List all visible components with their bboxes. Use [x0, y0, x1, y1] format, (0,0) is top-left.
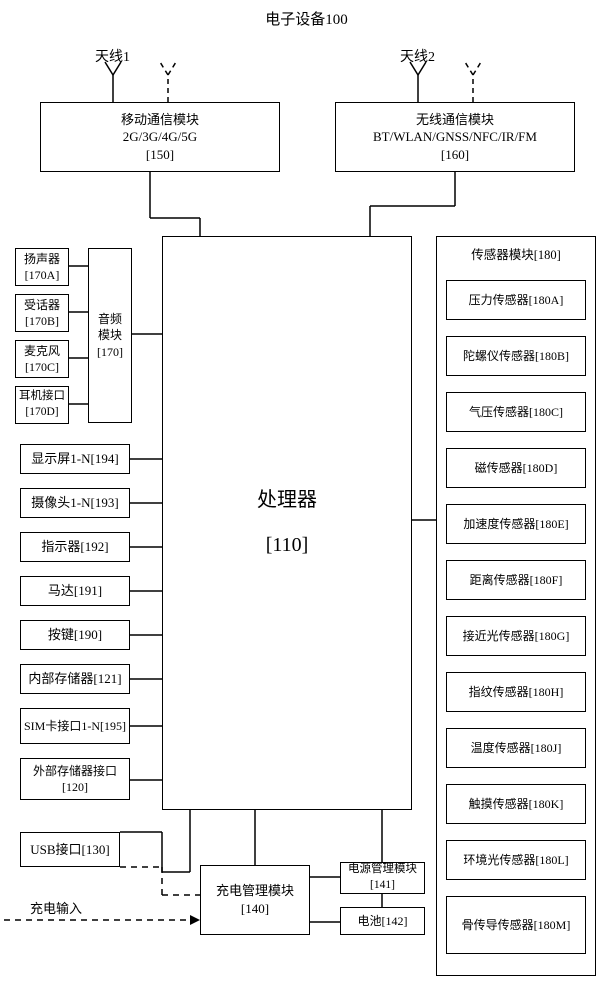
sensor-gyro: 陀螺仪传感器[180B]	[446, 336, 586, 376]
processor-line1: 处理器	[257, 487, 317, 514]
extmem-box: 外部存储器接口 [120]	[20, 758, 130, 800]
mic-l1: 麦克风	[24, 343, 60, 359]
intmem-box: 内部存储器[121]	[20, 664, 130, 694]
charge-input-label: 充电输入	[30, 898, 82, 917]
sensor-touch: 触摸传感器[180K]	[446, 784, 586, 824]
sensor-module-title: 传感器模块[180]	[471, 247, 561, 264]
sensor-prox: 接近光传感器[180G]	[446, 616, 586, 656]
keys-box: 按键[190]	[20, 620, 130, 650]
mobile-line1: 移动通信模块	[121, 111, 199, 129]
sensor-baro: 气压传感器[180C]	[446, 392, 586, 432]
sensor-accel: 加速度传感器[180E]	[446, 504, 586, 544]
processor-line2: [110]	[266, 532, 309, 559]
sensor-mag: 磁传感器[180D]	[446, 448, 586, 488]
pm-box: 电源管理模块 [141]	[340, 862, 425, 894]
usb-box: USB接口[130]	[20, 832, 120, 867]
audio-module: 音频 模块 [170]	[88, 248, 132, 423]
sensor-temp: 温度传感器[180J]	[446, 728, 586, 768]
speaker-box: 扬声器 [170A]	[15, 248, 69, 286]
sensor-pressure: 压力传感器[180A]	[446, 280, 586, 320]
receiver-l1: 受话器	[24, 297, 60, 313]
wireless-comm-module: 无线通信模块 BT/WLAN/GNSS/NFC/IR/FM [160]	[335, 102, 575, 172]
sim-box: SIM卡接口1-N[195]	[20, 708, 130, 744]
mobile-line3: [150]	[146, 146, 174, 164]
speaker-l2: [170A]	[25, 267, 60, 283]
charge-l1: 充电管理模块	[216, 882, 294, 900]
charge-l2: [140]	[241, 900, 269, 918]
camera-box: 摄像头1-N[193]	[20, 488, 130, 518]
audio-l3: [170]	[97, 344, 123, 360]
mobile-line2: 2G/3G/4G/5G	[123, 128, 197, 146]
sensor-bone: 骨传导传感器[180M]	[446, 896, 586, 954]
motor-box: 马达[191]	[20, 576, 130, 606]
speaker-l1: 扬声器	[24, 251, 60, 267]
earjack-l1: 耳机接口	[19, 389, 65, 405]
audio-l2: 模块	[98, 327, 122, 343]
battery-box: 电池[142]	[340, 907, 425, 935]
indicator-box: 指示器[192]	[20, 532, 130, 562]
pm-l1: 电源管理模块	[348, 862, 417, 878]
mic-box: 麦克风 [170C]	[15, 340, 69, 378]
display-box: 显示屏1-N[194]	[20, 444, 130, 474]
sensor-amb: 环境光传感器[180L]	[446, 840, 586, 880]
extmem-l1: 外部存储器接口	[33, 763, 117, 779]
sensor-dist: 距离传感器[180F]	[446, 560, 586, 600]
extmem-l2: [120]	[62, 779, 88, 795]
wireless-line3: [160]	[441, 146, 469, 164]
mobile-comm-module: 移动通信模块 2G/3G/4G/5G [150]	[40, 102, 280, 172]
pm-l2: [141]	[370, 878, 395, 894]
processor-block: 处理器 [110]	[162, 236, 412, 810]
earjack-l2: [170D]	[25, 405, 58, 421]
earjack-box: 耳机接口 [170D]	[15, 386, 69, 424]
mic-l2: [170C]	[25, 359, 59, 375]
audio-l1: 音频	[98, 311, 122, 327]
wireless-line1: 无线通信模块	[416, 111, 494, 129]
wireless-line2: BT/WLAN/GNSS/NFC/IR/FM	[373, 128, 537, 146]
sensor-finger: 指纹传感器[180H]	[446, 672, 586, 712]
receiver-box: 受话器 [170B]	[15, 294, 69, 332]
charge-mgmt-box: 充电管理模块 [140]	[200, 865, 310, 935]
receiver-l2: [170B]	[25, 313, 59, 329]
